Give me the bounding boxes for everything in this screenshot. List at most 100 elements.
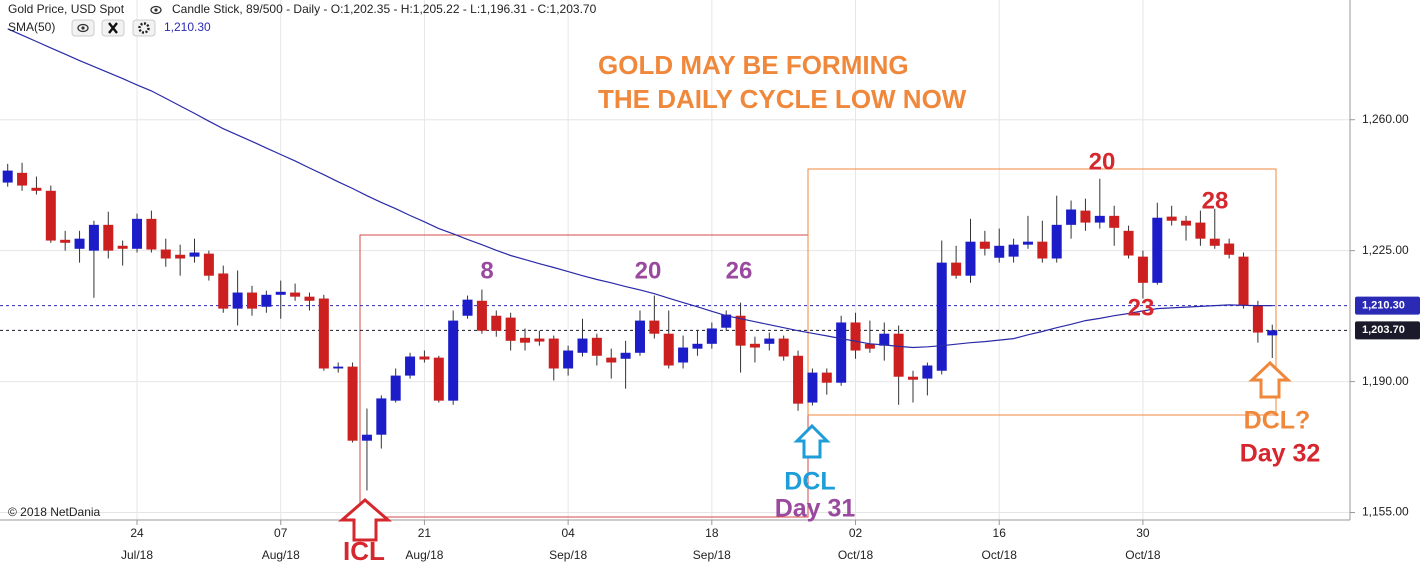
annotation: GOLD MAY BE FORMING: [598, 50, 909, 80]
candle-body: [318, 298, 329, 369]
x-tick-month-label: Sep/18: [549, 548, 587, 562]
x-tick-label: 04: [561, 526, 575, 540]
candle-body: [1181, 220, 1192, 226]
candle-body: [160, 249, 171, 259]
candle-body: [807, 372, 818, 403]
candle-body: [2, 170, 13, 183]
candle-body: [117, 245, 128, 249]
eye-icon[interactable]: [150, 5, 162, 15]
candle-body: [591, 337, 602, 356]
chart-title: Gold Price, USD Spot: [8, 2, 125, 16]
candle-body: [922, 365, 933, 379]
candle-body: [936, 262, 947, 371]
candle-body: [419, 356, 430, 360]
candle-body: [1195, 222, 1206, 239]
candle-body: [793, 355, 804, 404]
candle-body: [548, 338, 559, 369]
candle-body: [1051, 224, 1062, 259]
candle-body: [45, 190, 56, 241]
candle-body: [491, 315, 502, 331]
candle-body: [951, 262, 962, 276]
candle-body: [1066, 209, 1077, 225]
candle-body: [275, 291, 286, 295]
sma-settings-icon[interactable]: [132, 19, 156, 37]
chart-subtitle: Candle Stick, 89/500 - Daily - O:1,202.3…: [172, 2, 597, 16]
candle-body: [31, 187, 42, 191]
cycle-box-2: [807, 168, 1277, 416]
sma-value: 1,210.30: [164, 20, 211, 34]
candle-body: [103, 224, 114, 251]
price-tag: [1355, 321, 1420, 340]
candle-body: [290, 292, 301, 297]
candle-body: [1022, 241, 1033, 245]
candle-body: [821, 372, 832, 383]
x-tick-month-label: Sep/18: [693, 548, 731, 562]
y-tick-label: 1,225.00: [1362, 243, 1409, 257]
dcl-question-arrow: [1248, 360, 1292, 399]
candle-body: [721, 314, 732, 328]
candle-body: [850, 322, 861, 351]
candle-body: [979, 241, 990, 249]
candle-body: [347, 366, 358, 441]
candle-body: [1037, 241, 1048, 259]
candle-body: [1137, 256, 1148, 283]
candle-body: [620, 352, 631, 359]
candle-body: [246, 292, 257, 309]
candle-body: [1080, 210, 1091, 223]
candle-body: [1152, 217, 1163, 283]
candle-body: [534, 338, 545, 342]
candle-body: [864, 343, 875, 349]
candle-body: [189, 252, 200, 257]
candle-body: [218, 273, 229, 309]
candle-body: [88, 224, 99, 251]
candle-body: [893, 333, 904, 377]
candle-body: [232, 292, 243, 309]
candle-body: [520, 337, 531, 343]
candle-body: [1123, 230, 1134, 256]
y-tick-label: 1,190.00: [1362, 374, 1409, 388]
annotation: Day 31: [775, 495, 856, 523]
annotation: 28: [1202, 187, 1229, 214]
candle-body: [764, 338, 775, 344]
gear-icon: [138, 22, 150, 34]
x-tick-month-label: Aug/18: [405, 548, 443, 562]
candle-body: [1209, 238, 1220, 246]
candle-body: [1166, 216, 1177, 221]
candle-body: [649, 320, 660, 334]
candle-body: [778, 338, 789, 357]
price-tag: [1355, 296, 1420, 315]
sma-remove-icon[interactable]: [101, 19, 125, 37]
candle-body: [17, 172, 28, 186]
x-tick-month-label: Jul/18: [121, 548, 153, 562]
candle-body: [146, 218, 157, 250]
candle-body: [505, 317, 516, 341]
annotation: THE DAILY CYCLE LOW NOW: [598, 84, 967, 114]
price-tag-label: 1,210.30: [1362, 300, 1405, 312]
copyright: © 2018 NetDania: [8, 505, 101, 519]
annotation: DCL: [784, 468, 835, 496]
eye-icon-outline: [77, 23, 89, 33]
candle-body: [261, 294, 272, 307]
candle-body: [1094, 215, 1105, 223]
candle-body: [1252, 305, 1263, 333]
eye-icon-pupil: [81, 26, 85, 30]
candle-body: [448, 320, 459, 401]
candle-body: [706, 328, 717, 344]
candle-body: [132, 218, 143, 249]
x-tick-month-label: Aug/18: [262, 548, 300, 562]
y-tick-label: 1,260.00: [1362, 112, 1409, 126]
eye-icon-pupil: [154, 8, 158, 12]
candle-body: [361, 434, 372, 441]
candle-body: [1267, 330, 1278, 336]
dcl-arrow: [793, 423, 831, 459]
candle-body: [606, 357, 617, 363]
y-tick-label: 1,155.00: [1362, 505, 1409, 519]
candle-body: [577, 338, 588, 353]
candle-body: [333, 366, 344, 369]
candle-body: [1224, 243, 1235, 255]
annotation: Day 32: [1240, 440, 1321, 468]
candle-body: [175, 254, 186, 259]
sma-eye-icon[interactable]: [71, 19, 95, 37]
